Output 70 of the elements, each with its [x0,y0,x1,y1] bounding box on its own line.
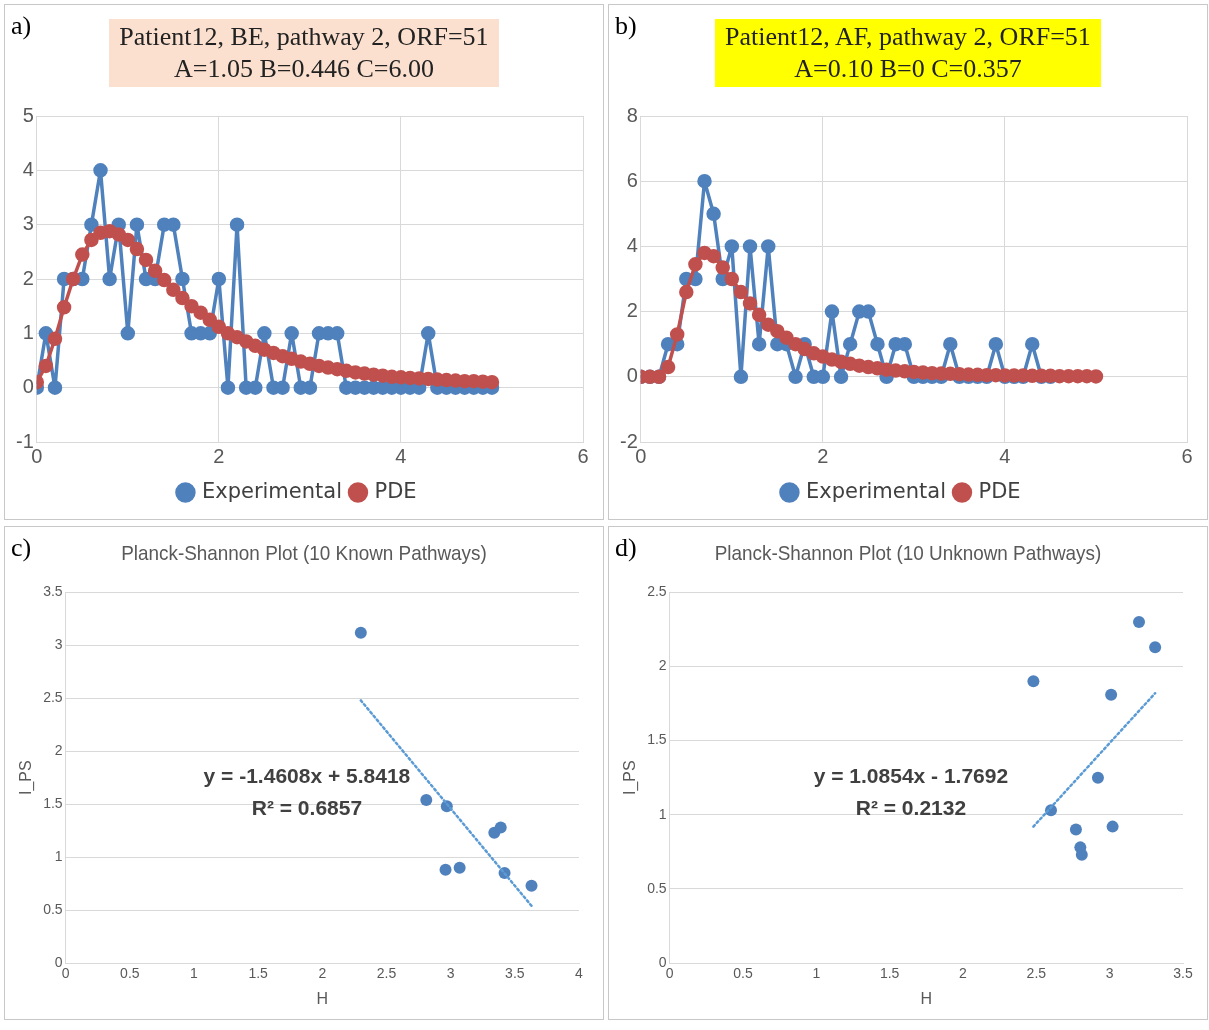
x-tick-label: 2 [959,965,968,982]
x-tick-label: 0.5 [120,965,140,982]
chart-title: Patient12, BE, pathway 2, ORF=51 [119,22,489,51]
x-tick-label: 4 [999,444,1011,467]
y-tick-label: 0 [22,375,34,398]
y-tick-label: 2 [54,742,63,759]
y-tick-label: 3 [22,212,34,235]
annotation: R² = 0.6857 [251,796,363,820]
x-axis-title: H [920,989,933,1007]
text: a) [11,11,32,41]
y-tick-label: 1.5 [43,795,63,812]
y-tick-label: 0 [658,953,667,970]
x-tick-label: 1.5 [248,965,269,982]
x-tick-label: 0.5 [733,965,753,982]
x-tick-label: 1.5 [879,965,900,982]
y-axis-title: I_PS [621,760,640,796]
x-tick-label: 1 [812,965,821,982]
y-tick-label: 2 [658,657,667,674]
annotation: y = 1.0854x - 1.7692 [813,764,1009,788]
legend-label: PDE [978,478,1021,503]
x-tick-label: 3 [446,965,455,982]
chart-title: Planck-Shannon Plot (10 Unknown Pathways) [714,541,1102,564]
y-tick-label: 0.5 [647,879,667,896]
y-tick-label: -1 [15,429,34,452]
y-tick-label: 3 [54,636,63,653]
x-tick-label: 2.5 [376,965,397,982]
x-tick-label: 3 [1105,965,1114,982]
chart-title: Planck-Shannon Plot (10 Known Pathways) [121,541,487,564]
y-tick-label: -2 [619,429,638,452]
y-tick-label: 2.5 [43,689,63,706]
y-tick-label: 4 [626,233,638,256]
x-tick-label: 4 [575,965,584,982]
x-tick-label: 1 [190,965,199,982]
y-tick-label: 2.5 [647,583,667,600]
y-tick-label: 0.5 [43,900,63,917]
chart-subtitle: A=0.10 B=0 C=0.357 [794,54,1022,83]
x-tick-label: 4 [395,444,407,467]
chart-title: Patient12, AF, pathway 2, ORF=51 [725,22,1091,51]
y-tick-label: 5 [22,103,34,126]
x-tick-label: 3.5 [1173,965,1193,982]
y-tick-label: 1.5 [647,731,667,748]
x-tick-label: 2.5 [1026,965,1047,982]
annotation: y = -1.4608x + 5.8418 [203,764,411,788]
y-tick-label: 1 [22,320,34,343]
x-tick-label: 6 [577,444,589,467]
y-tick-label: 0 [626,364,638,387]
x-tick-label: 2 [213,444,225,467]
legend-label: Experimental [201,478,342,503]
y-tick-label: 3.5 [43,583,63,600]
x-tick-label: 2 [318,965,327,982]
text: d) [615,533,637,563]
legend-label: Experimental [805,478,946,503]
y-tick-label: 2 [626,299,638,322]
x-tick-label: 3.5 [505,965,525,982]
y-axis-title: I_PS [17,760,36,796]
y-tick-label: 0 [54,953,63,970]
y-tick-label: 1 [54,847,63,864]
text: b) [615,11,637,41]
y-tick-label: 8 [626,103,638,126]
legend-label: PDE [374,478,417,503]
y-tick-label: 6 [626,168,638,191]
y-tick-label: 4 [22,157,34,180]
x-axis-title: H [316,989,329,1007]
text: c) [11,533,32,563]
y-tick-label: 2 [22,266,34,289]
x-tick-label: 6 [1181,444,1193,467]
x-tick-label: 2 [817,444,829,467]
annotation: R² = 0.2132 [855,796,967,820]
y-tick-label: 1 [658,805,667,822]
chart-subtitle: A=1.05 B=0.446 C=6.00 [174,54,434,83]
